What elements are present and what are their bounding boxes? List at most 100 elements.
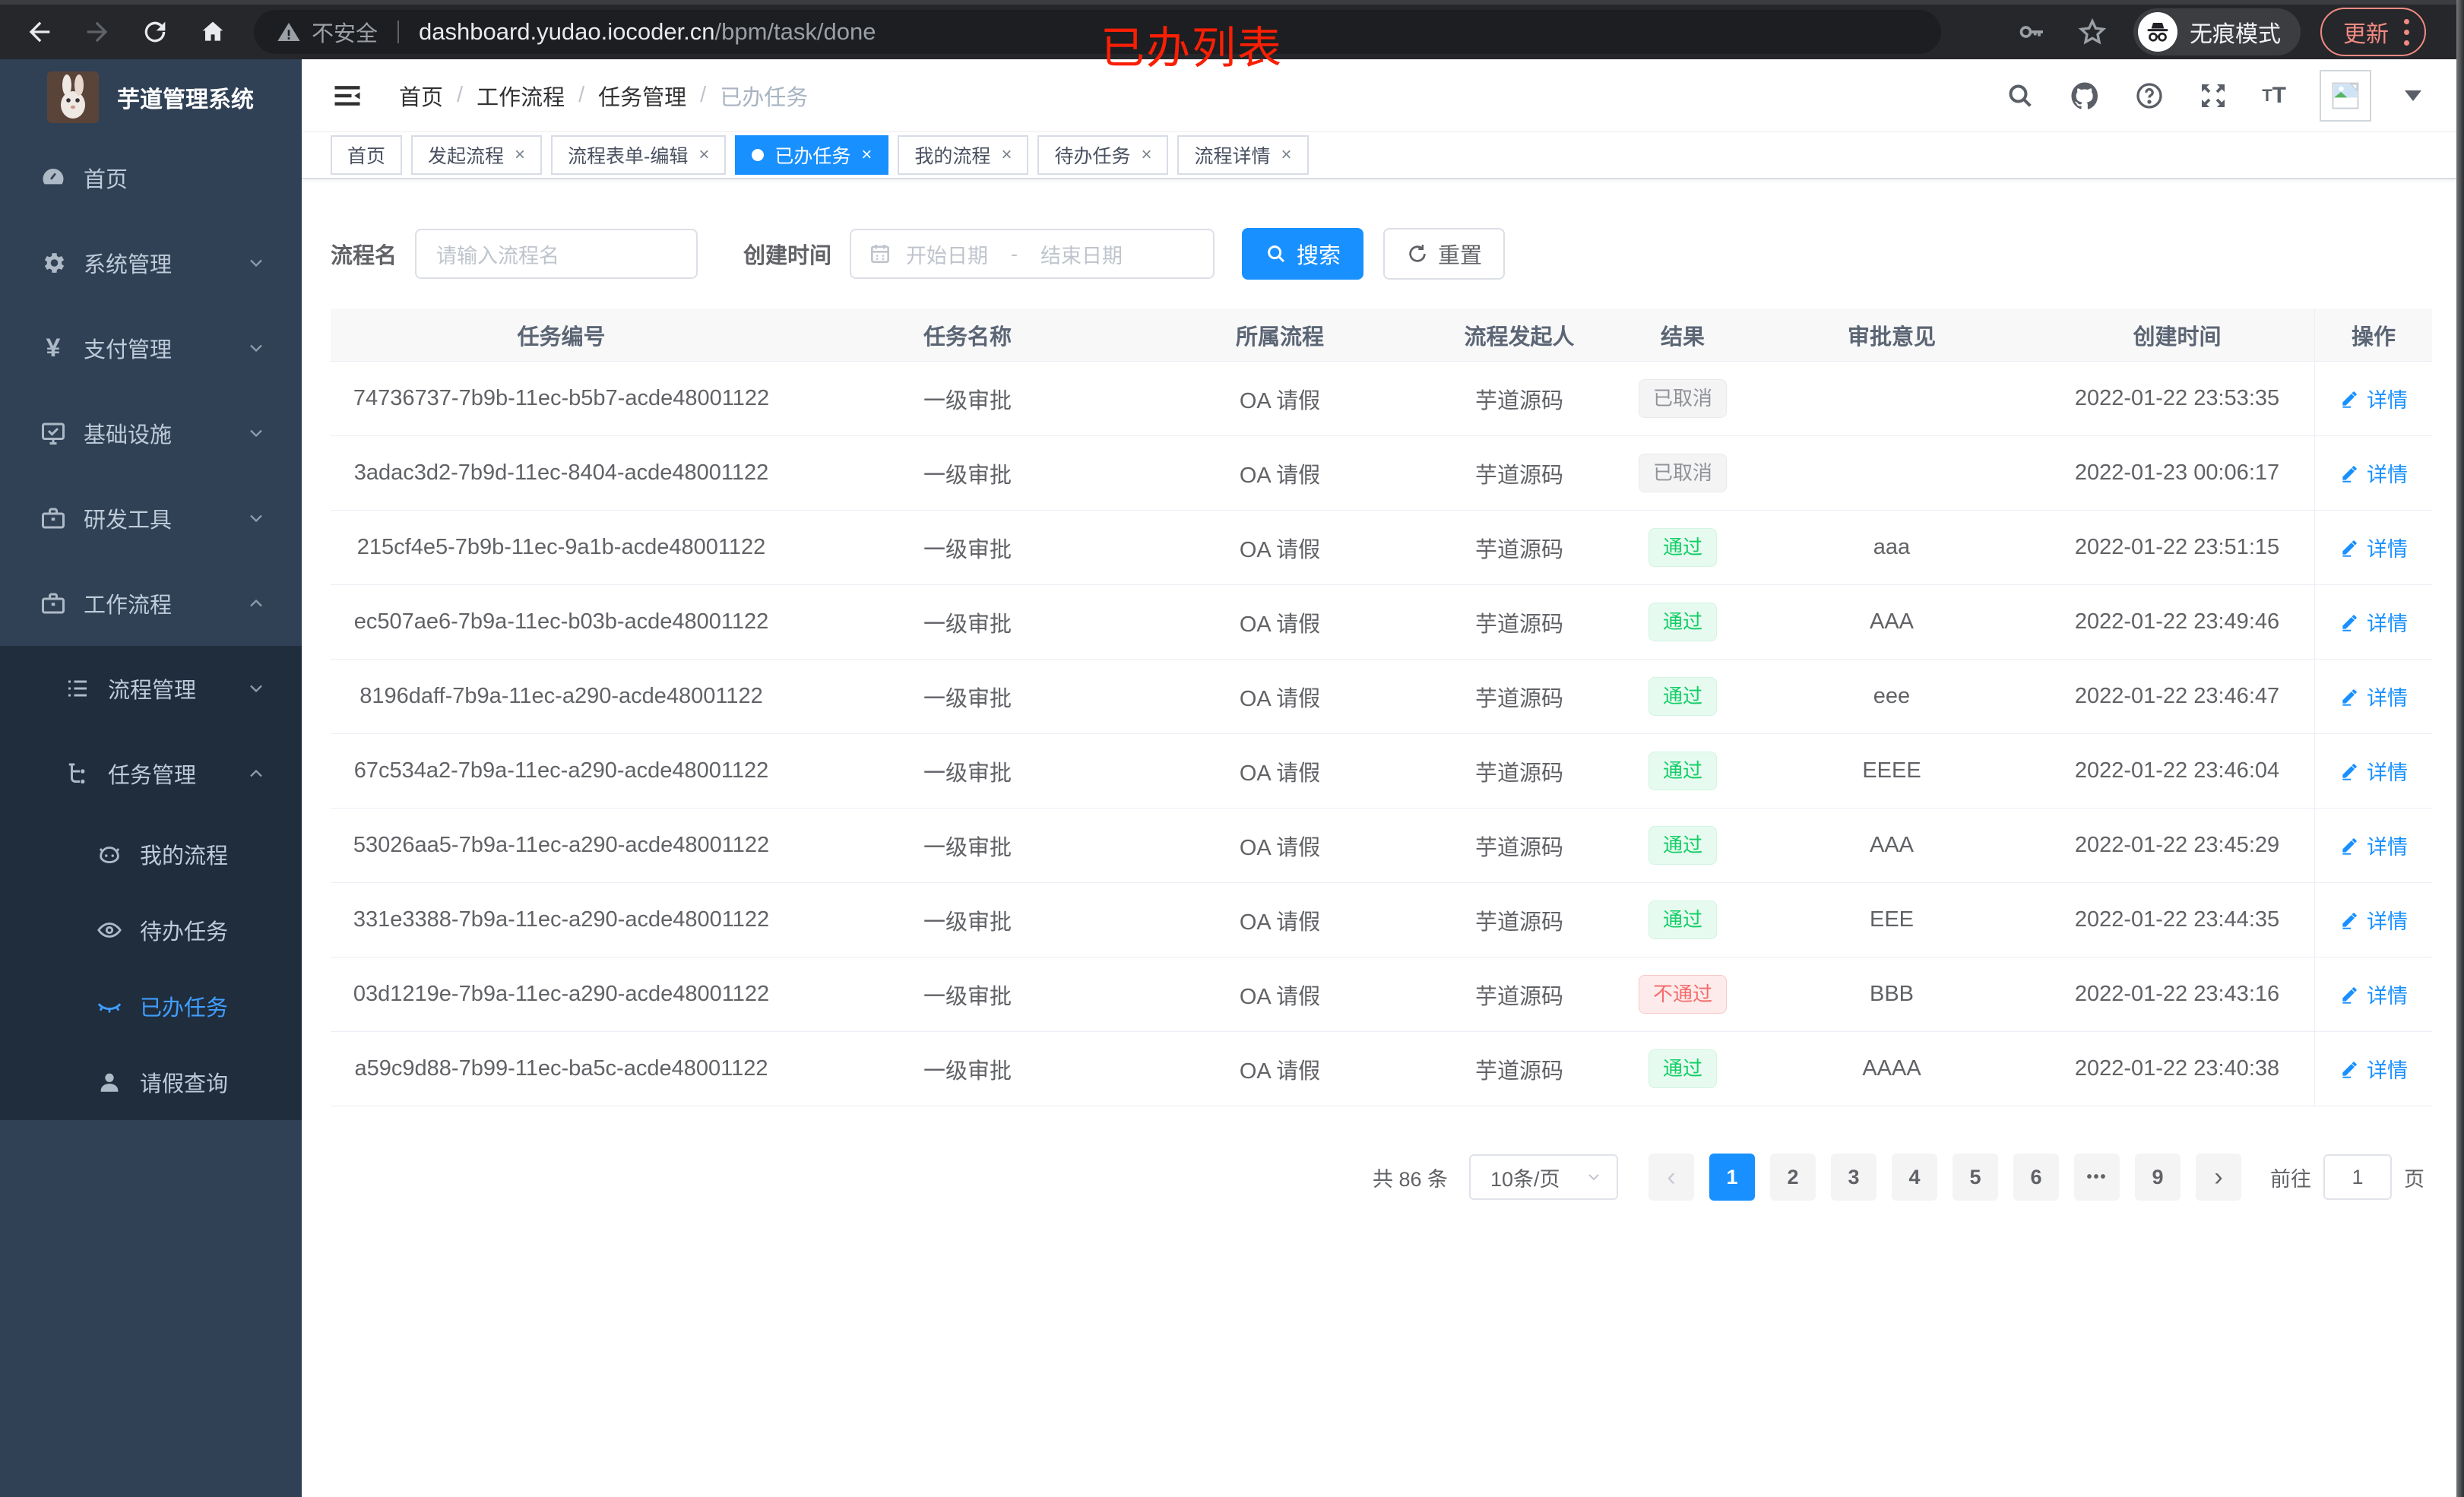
detail-link[interactable]: 详情: [2339, 831, 2408, 860]
detail-link[interactable]: 详情: [2339, 458, 2408, 488]
tab-form-edit[interactable]: 流程表单-编辑 ×: [551, 135, 727, 175]
tab-todo-tasks[interactable]: 待办任务 ×: [1037, 135, 1169, 175]
sidebar-item-payment[interactable]: ¥ 支付管理: [0, 305, 302, 391]
page-button-9[interactable]: 9: [2135, 1154, 2181, 1201]
sidebar-item-process-mgmt[interactable]: 流程管理: [0, 646, 302, 731]
reset-button[interactable]: 重置: [1383, 228, 1506, 280]
tab-done-tasks[interactable]: 已办任务 ×: [735, 135, 889, 175]
sidebar-item-done-tasks[interactable]: 已办任务: [0, 968, 302, 1044]
create-time: 2022-01-22 23:46:04: [2074, 758, 2280, 783]
page-button-1[interactable]: 1: [1709, 1154, 1755, 1201]
prev-page-button[interactable]: ‹: [1648, 1154, 1694, 1201]
search-button[interactable]: 搜索: [1242, 228, 1364, 280]
close-icon[interactable]: ×: [515, 144, 526, 165]
toolbox-icon: [40, 590, 67, 617]
avatar[interactable]: [2320, 69, 2371, 122]
close-icon[interactable]: ×: [861, 144, 873, 165]
toolbox-icon: [40, 505, 67, 532]
forward-icon[interactable]: [79, 14, 116, 50]
task-name: 一级审批: [923, 835, 1012, 860]
avatar-caret-icon[interactable]: [2405, 90, 2421, 101]
sidebar-item-leave-query[interactable]: 请假查询: [0, 1044, 302, 1120]
breadcrumb-home[interactable]: 首页: [399, 85, 444, 110]
eye-closed-icon: [96, 992, 123, 1020]
process: OA 请假: [1239, 910, 1321, 935]
sidebar-item-workflow[interactable]: 工作流程: [0, 561, 302, 646]
page-size-select[interactable]: 10条/页: [1469, 1154, 1618, 1200]
sidebar-item-task-mgmt[interactable]: 任务管理: [0, 731, 302, 816]
process-name-input[interactable]: 请输入流程名: [415, 229, 698, 279]
opinion: eee: [1873, 684, 1911, 708]
url-path[interactable]: /bpm/task/done: [714, 18, 876, 45]
sidebar-item-todo-tasks[interactable]: 待办任务: [0, 892, 302, 968]
create-time-label: 创建时间: [743, 244, 832, 268]
detail-link[interactable]: 详情: [2339, 682, 2408, 711]
task-name: 一级审批: [923, 537, 1012, 562]
update-button[interactable]: 更新: [2320, 8, 2426, 56]
next-page-button[interactable]: ›: [2196, 1154, 2241, 1201]
reload-icon[interactable]: [137, 14, 173, 50]
detail-link[interactable]: 详情: [2339, 756, 2408, 786]
browser-menu-icon[interactable]: [2404, 18, 2409, 46]
key-icon[interactable]: [2016, 17, 2047, 47]
goto-label: 前往: [2270, 1167, 2311, 1191]
help-icon[interactable]: [2134, 81, 2165, 111]
task-id: 03d1219e-7b9a-11ec-a290-acde48001122: [353, 982, 770, 1006]
yen-icon: ¥: [46, 333, 61, 362]
create-time: 2022-01-22 23:53:35: [2074, 386, 2280, 410]
close-icon[interactable]: ×: [1141, 144, 1152, 165]
sidebar-item-infra[interactable]: 基础设施: [0, 391, 302, 476]
tab-start-process[interactable]: 发起流程 ×: [411, 135, 543, 175]
detail-link[interactable]: 详情: [2339, 384, 2408, 413]
process: OA 请假: [1239, 1059, 1321, 1084]
address-bar[interactable]: 不安全 dashboard.yudao.iocoder.cn/bpm/task/…: [254, 10, 1941, 54]
initiator: 芋道源码: [1474, 388, 1563, 413]
sidebar-item-home[interactable]: 首页: [0, 135, 302, 220]
close-icon[interactable]: ×: [1281, 144, 1292, 165]
chevron-down-icon: [245, 337, 267, 359]
not-secure-icon[interactable]: [277, 20, 301, 44]
close-icon[interactable]: ×: [698, 144, 710, 165]
page-button-6[interactable]: 6: [2013, 1154, 2059, 1201]
detail-link[interactable]: 详情: [2339, 1054, 2408, 1084]
date-range-picker[interactable]: 开始日期 - 结束日期: [850, 229, 1215, 279]
security-label[interactable]: 不安全: [312, 22, 378, 46]
detail-link[interactable]: 详情: [2339, 980, 2408, 1009]
detail-link[interactable]: 详情: [2339, 905, 2408, 935]
page-button-3[interactable]: 3: [1831, 1154, 1877, 1201]
sidebar-item-system[interactable]: 系统管理: [0, 220, 302, 305]
person-icon: [96, 1068, 123, 1096]
url-host[interactable]: dashboard.yudao.iocoder.cn: [419, 18, 715, 45]
page-button-5[interactable]: 5: [1953, 1154, 1998, 1201]
active-dot: [752, 149, 765, 161]
breadcrumb-workflow[interactable]: 工作流程: [477, 85, 565, 110]
detail-link[interactable]: 详情: [2339, 607, 2408, 637]
menu-fold-icon[interactable]: [331, 79, 364, 112]
close-icon[interactable]: ×: [1001, 144, 1012, 165]
task-id: a59c9d88-7b99-11ec-ba5c-acde48001122: [354, 1056, 768, 1081]
fullscreen-icon[interactable]: [2198, 81, 2228, 111]
goto-page-input[interactable]: [2323, 1154, 2392, 1200]
page-button-4[interactable]: 4: [1892, 1154, 1937, 1201]
tab-home[interactable]: 首页: [331, 135, 403, 175]
table-row: ec507ae6-7b9a-11ec-b03b-acde48001122 一级审…: [331, 585, 2432, 660]
search-icon[interactable]: [2005, 81, 2035, 111]
tab-my-process[interactable]: 我的流程 ×: [898, 135, 1029, 175]
home-icon[interactable]: [195, 14, 231, 50]
app-logo[interactable]: 芋道管理系统: [0, 59, 302, 135]
back-icon[interactable]: [21, 14, 58, 50]
sidebar-item-my-process[interactable]: 我的流程: [0, 816, 302, 892]
detail-link[interactable]: 详情: [2339, 533, 2408, 562]
page-button-2[interactable]: 2: [1770, 1154, 1816, 1201]
breadcrumb-task-mgmt[interactable]: 任务管理: [598, 85, 687, 110]
task-name: 一级审批: [923, 686, 1012, 711]
bookmark-star-icon[interactable]: [2077, 17, 2108, 47]
sidebar-item-devtools[interactable]: 研发工具: [0, 476, 302, 561]
tab-process-detail[interactable]: 流程详情 ×: [1177, 135, 1309, 175]
github-icon[interactable]: [2069, 80, 2101, 112]
opinion: aaa: [1873, 535, 1911, 559]
more-pages-button[interactable]: •••: [2074, 1154, 2120, 1201]
table-row: 3adac3d2-7b9d-11ec-8404-acde48001122 一级审…: [331, 436, 2432, 511]
done-task-table: 任务编号 任务名称 所属流程 流程发起人 结果 审批意见 创建时间 操作 747…: [331, 309, 2432, 1106]
